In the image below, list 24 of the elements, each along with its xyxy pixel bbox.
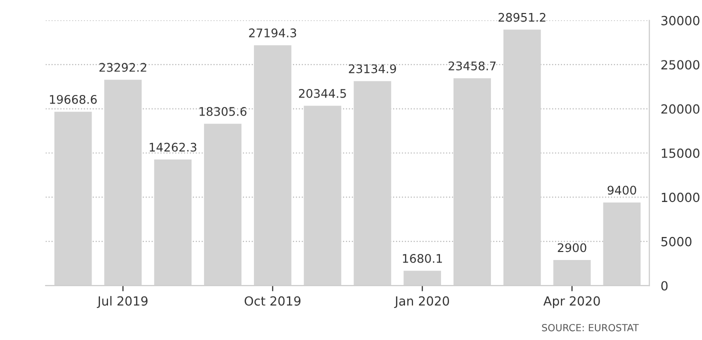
x-tick-label: Jul 2019 — [96, 296, 148, 308]
data-label: 27194.3 — [249, 28, 296, 38]
y-tick-label: 10000 — [662, 192, 700, 202]
y-tick-label: 5000 — [661, 236, 692, 246]
data-label: 2900 — [558, 243, 586, 252]
data-label: 23458.7 — [448, 61, 496, 70]
y-tick-label: 15000 — [662, 148, 700, 158]
data-label: 18305.6 — [200, 107, 246, 116]
data-label: 23292.2 — [99, 62, 146, 72]
x-tick-label: Apr 2020 — [543, 296, 600, 308]
y-tick-label: 20000 — [661, 104, 700, 114]
data-label: 1680.1 — [402, 254, 442, 263]
data-label: 28951.2 — [498, 12, 546, 22]
data-label: 14262.3 — [150, 142, 196, 152]
data-label: 23134.9 — [348, 64, 396, 74]
data-label: 9400 — [608, 186, 636, 195]
x-tick-label: Oct 2019 — [244, 296, 300, 306]
x-tick-label: Jan 2020 — [394, 296, 450, 308]
data-label: 19668.6 — [50, 94, 97, 104]
y-tick-label: 0 — [661, 281, 668, 291]
source-note: SOURCE: EUROSTAT — [542, 324, 639, 332]
y-tick-label: 30000 — [661, 16, 700, 26]
y-tick-label: 25000 — [661, 60, 700, 70]
data-label: 20344.5 — [299, 88, 346, 98]
